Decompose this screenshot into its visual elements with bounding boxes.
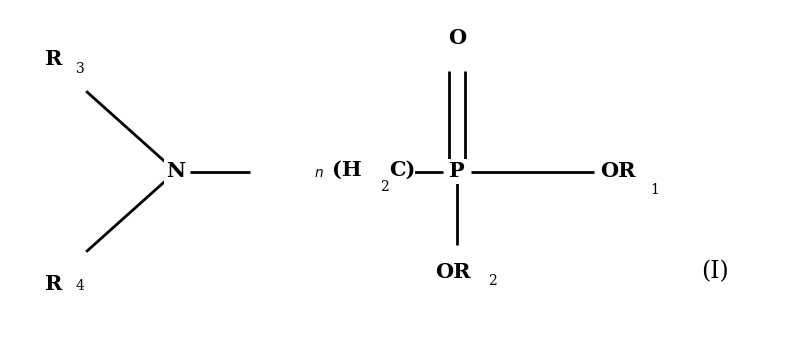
Text: 1: 1 (651, 183, 660, 197)
Text: P: P (449, 162, 465, 181)
Text: $_n$: $_n$ (314, 163, 324, 180)
Text: C): C) (389, 160, 416, 180)
Text: R: R (45, 274, 62, 294)
Text: R: R (45, 49, 62, 69)
Text: OR: OR (600, 162, 635, 181)
Text: 2: 2 (488, 274, 497, 287)
Text: (Ⅰ): (Ⅰ) (701, 260, 728, 283)
Text: 4: 4 (76, 279, 85, 293)
Text: O: O (448, 28, 466, 48)
Text: OR: OR (436, 262, 471, 282)
Text: 2: 2 (380, 179, 389, 193)
Text: N: N (166, 162, 185, 181)
Text: 3: 3 (76, 62, 84, 76)
Text: (H: (H (332, 160, 362, 180)
